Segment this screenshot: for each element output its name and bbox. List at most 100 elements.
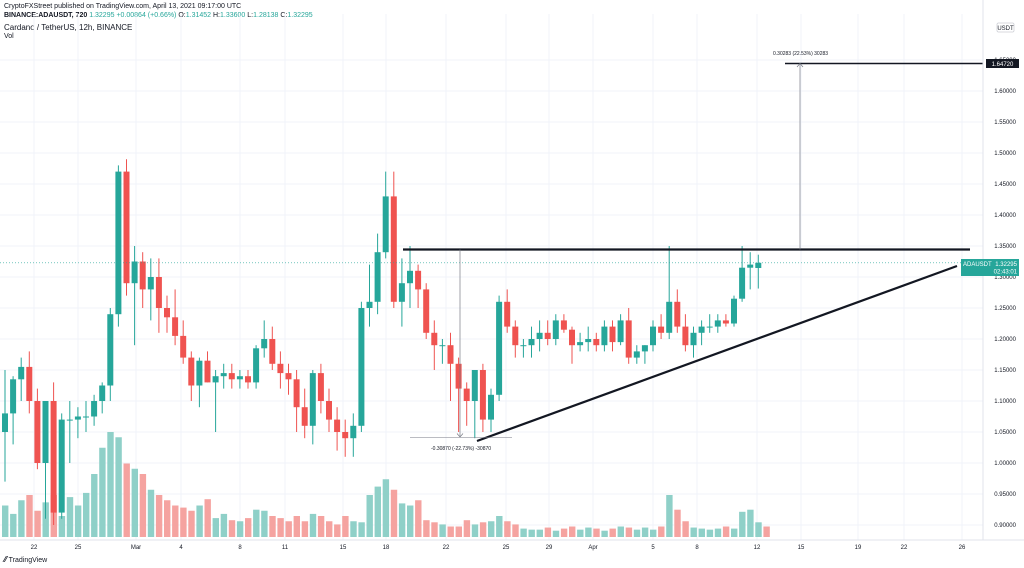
target-price-badge [986,59,1019,68]
last-price: 1.32295 [89,12,115,19]
candle [131,246,138,346]
y-tick-label: 0.95000 [994,492,1016,498]
candle-body [42,401,49,463]
candle-body [431,332,438,346]
y-tick-label: 1.25000 [994,306,1016,312]
candle [155,258,162,333]
volume-bar [520,528,527,537]
y-tick-label: 1.05000 [994,430,1016,436]
volume-bar [407,505,414,537]
candle-body [326,401,332,420]
volume-bar [285,521,292,537]
x-tick-label: 4 [179,545,183,551]
volume-bar [536,529,543,537]
volume-bar [139,474,147,537]
candle [463,382,470,426]
low-label: L: [247,12,254,19]
time-axis: 22 25 Mar 4 8 11 15 18 22 25 29 Apr 5 8 12 15 19 22 26 [31,545,966,551]
candle-body [334,419,341,432]
candle-body [301,407,308,426]
candle-body [698,326,705,333]
volume-bar [196,505,203,537]
candle [504,289,511,333]
candle [690,326,697,358]
x-tick-label: 11 [282,545,289,551]
volume-bar [18,500,25,537]
volume-bar [326,521,333,537]
candle-body [261,339,268,349]
volume-legend: Vol [4,33,14,40]
candle-body [650,326,656,346]
volume-bar [690,527,697,537]
volume-bar [99,447,106,537]
volume-bar [277,518,284,537]
volume-bar [131,468,138,537]
volume-bar [463,520,471,537]
tradingview-logo[interactable]: ⁄⁄ TradingView [4,555,47,564]
candle-body [706,326,713,328]
candle-body [172,317,179,336]
pattern-arrow-icon [456,433,464,438]
tradingview-icon: ⁄⁄ [4,555,7,564]
volume-bar [577,529,584,537]
bottom-measure-label: -0.30870 (-22.73%) -30870 [431,446,491,452]
top-measure-label: 0.30283 (22.53%) 30283 [773,51,828,57]
candle-body [2,413,8,432]
candle-body [674,301,681,327]
candle [722,314,729,327]
candle-body [398,283,405,302]
candle-body [99,385,106,401]
candle-body [228,373,235,380]
volume-bar [682,521,689,537]
series-title: Cardano / TetherUS, 12h, BINANCE [4,23,133,32]
candle-body [455,363,462,389]
volume-bar [172,505,179,537]
x-tick-label: 29 [546,545,553,551]
currency-badge[interactable] [996,22,1015,33]
candle [536,320,543,352]
candle [698,320,705,346]
low-value: 1.28138 [253,12,279,19]
y-tick-label: 1.55000 [994,120,1016,126]
candle-body [593,339,600,346]
y-tick-label: 1.45000 [994,182,1016,188]
volume-bar [731,528,738,537]
candle-body [309,373,316,426]
candle [285,363,292,395]
candle-body [91,401,98,417]
volume-bar [528,529,535,537]
candle [577,332,584,352]
candle-body [66,419,73,421]
candle-body [350,425,357,439]
y-tick-label: 1.30000 [994,275,1016,281]
volume-bar [66,497,74,537]
volume-bar [253,509,260,537]
candle-body [342,432,349,439]
volume-bar [358,522,365,537]
volume-bar [415,500,422,537]
candle-body [722,320,729,324]
candle-body [317,373,324,401]
volume-bar [650,529,657,537]
volume-bar [107,432,114,537]
volume-bar [739,511,746,537]
x-tick-label: 25 [503,545,510,551]
candle-body [382,196,389,253]
candle [107,308,114,401]
candle-body [212,376,219,383]
volume-bar [334,524,341,537]
price-axis: 0.90000 0.95000 1.00000 1.05000 1.10000 1.150… [0,0,1024,541]
volume-bar [423,520,430,537]
candle [293,370,300,432]
candle [123,159,130,296]
candle [415,264,422,308]
candle-body [269,339,276,364]
countdown-label: 02:43:01 [994,270,1018,276]
current-symbol-label: ADAUSDT [963,262,992,268]
candle [245,370,251,389]
open-label: O: [178,12,186,19]
candle-body [220,373,227,377]
candle [115,165,122,327]
volume-bar [658,526,665,537]
